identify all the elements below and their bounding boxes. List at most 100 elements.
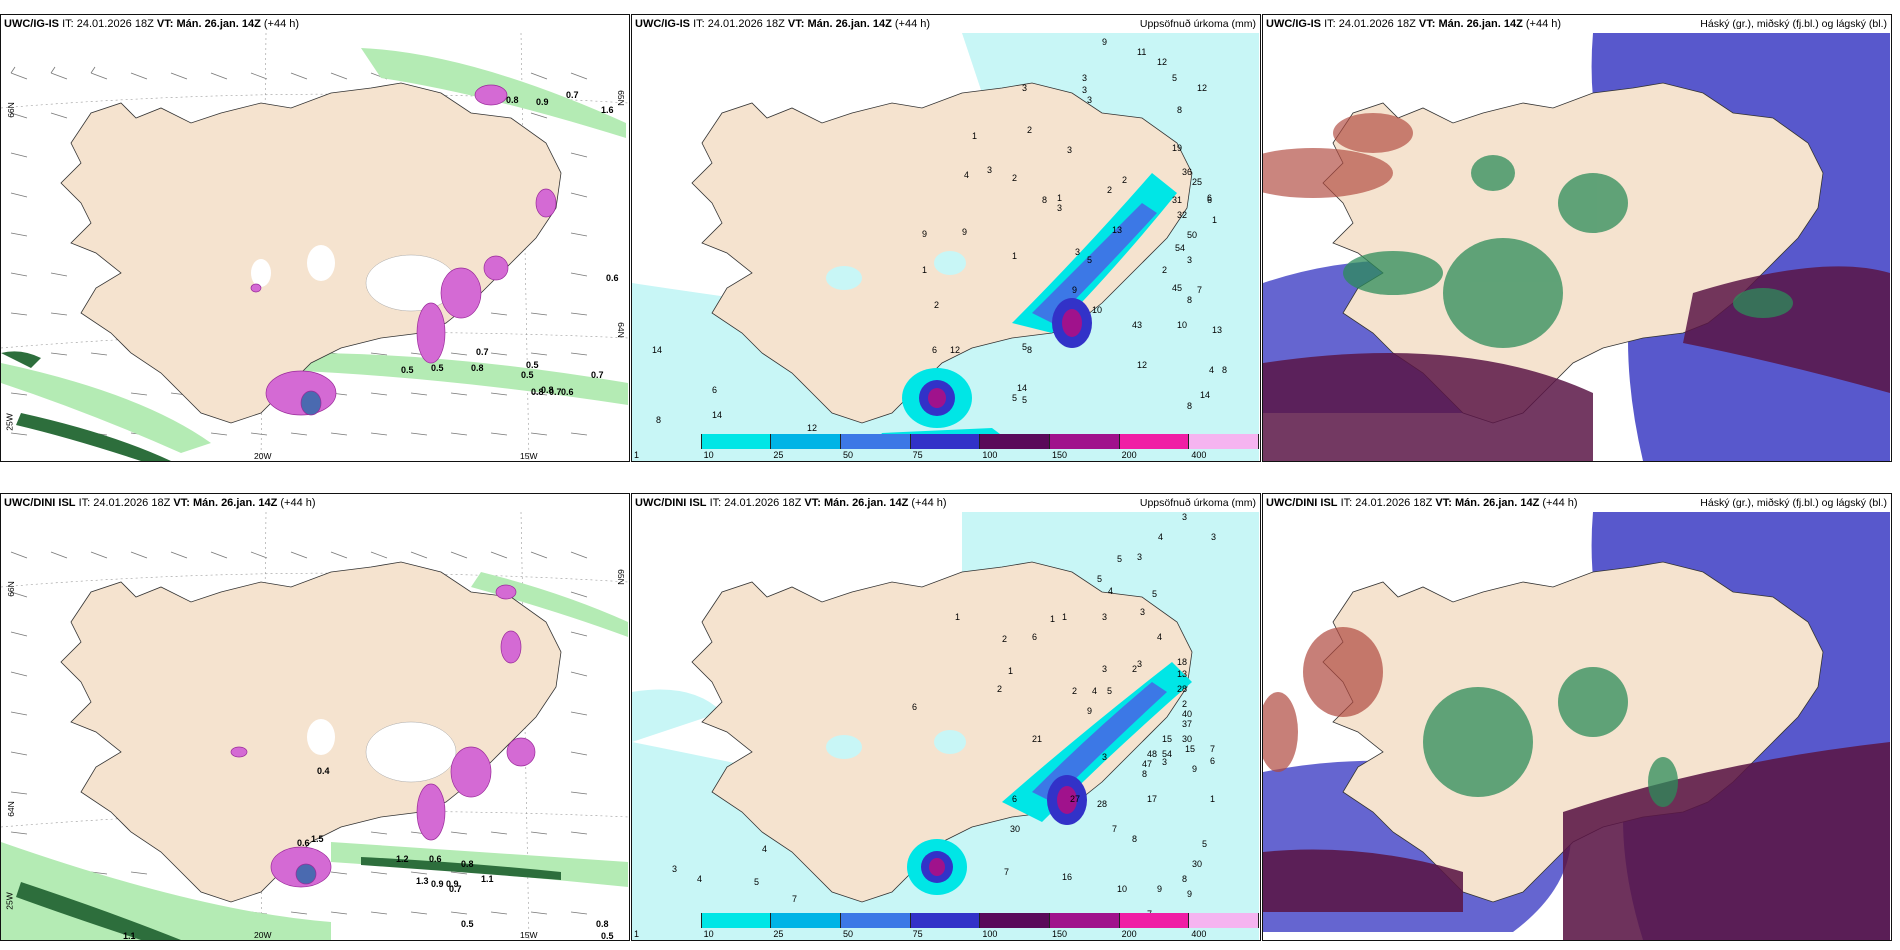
map-value-label: 0.9 [431, 879, 444, 889]
panel-title: Háský (gr.), miðský (fj.bl.) og lágský (… [1700, 497, 1887, 509]
map-value-label: 2 [1162, 265, 1168, 275]
model-name: UWC/DINI ISL [4, 497, 76, 509]
map-value-label: 1.5 [311, 834, 324, 844]
map-value-label: 45 [1172, 283, 1183, 293]
map-value-label: 1 [1050, 614, 1056, 624]
map-value-label: 8 [1187, 401, 1193, 411]
legend-swatch [632, 913, 702, 928]
map-value-label: 0.5 [601, 931, 614, 941]
legend-tick: 10 [703, 929, 714, 939]
map-value-label: 1 [955, 612, 961, 622]
map-value-label: 28 [1177, 684, 1188, 694]
map-value-label: 1.3 [416, 876, 429, 886]
vt-value: Mán. 26.jan. 14Z [192, 497, 278, 509]
legend-tick: 25 [773, 929, 784, 939]
legend-swatch [910, 913, 981, 928]
vt-value: Mán. 26.jan. 14Z [1438, 18, 1523, 30]
map-value-label: 43 [1132, 320, 1143, 330]
map-value-label: 0.4 [317, 766, 330, 776]
vt-value: Mán. 26.jan. 14Z [176, 18, 261, 30]
cloud-map [1263, 33, 1890, 461]
map-value-label: 7 [1210, 744, 1216, 754]
it-label: IT: [1324, 18, 1336, 30]
vt-value: Mán. 26.jan. 14Z [1454, 497, 1540, 509]
map-value-label: 17 [1147, 794, 1158, 804]
map-value-label: 8 [1182, 874, 1188, 884]
map-value-label: 9 [1087, 706, 1093, 716]
precip-map [632, 512, 1259, 940]
map-value-label: 3 [1087, 95, 1093, 105]
legend-swatch [701, 434, 772, 449]
map-value-label: 3 [1137, 659, 1143, 669]
map-value-label: 4 [1158, 532, 1164, 542]
map-value-label: 3 [1082, 85, 1088, 95]
map-value-label: 4 [1209, 365, 1215, 375]
map-value-label: 8 [1042, 195, 1048, 205]
it-value: 24.01.2026 18Z [724, 497, 802, 509]
model-name: UWC/IG-IS [635, 18, 690, 30]
map-value-label: 0.7 [566, 90, 579, 100]
lat-label-25w: 25W [4, 413, 15, 431]
lead-time: (+44 h) [263, 18, 300, 30]
panel-header: UWC/DINI ISL IT: 24.01.2026 18Z VT: Mán.… [632, 494, 1260, 512]
map-value-label: 0.8 [461, 859, 474, 869]
model-name: UWC/DINI ISL [1266, 497, 1338, 509]
lat-label-65n: 65N [615, 90, 626, 106]
map-value-label: 2 [1027, 125, 1033, 135]
map-value-label: 13 [1177, 669, 1188, 679]
map-value-label: 0.5 [526, 360, 539, 370]
map-value-label: 14 [712, 410, 723, 420]
map-value-label: 9 [1102, 37, 1108, 47]
panel-wind-bottom: UWC/DINI ISL IT: 24.01.2026 18Z VT: Mán.… [0, 493, 630, 941]
map-value-label: 10 [1117, 884, 1128, 894]
map-value-label: 3 [1102, 612, 1108, 622]
map-value-label: 2 [1072, 686, 1078, 696]
legend-tick: 1 [634, 450, 640, 460]
vt-label: VT: [804, 497, 821, 509]
map-value-label: 4 [1092, 686, 1098, 696]
lon-label-15w: 15W [520, 930, 538, 940]
map-value-label: 1 [922, 265, 928, 275]
it-value: 24.01.2026 18Z [707, 18, 785, 30]
map-value-label: 5 [1022, 395, 1028, 405]
map-value-label: 5 [1172, 73, 1178, 83]
map-value-label: 4 [964, 170, 970, 180]
map-value-label: 1 [1062, 612, 1068, 622]
map-value-label: 2 [1002, 634, 1008, 644]
map-value-label: 11 [1137, 47, 1147, 57]
map-value-label: 3 [1140, 607, 1146, 617]
it-value: 24.01.2026 18Z [1355, 497, 1433, 509]
map-value-label: 25 [1192, 177, 1203, 187]
map-value-label: 12 [1137, 360, 1148, 370]
legend-tick: 100 [982, 450, 998, 460]
panel-wind-top: UWC/IG-IS IT: 24.01.2026 18Z VT: Mán. 26… [0, 14, 630, 462]
map-value-label: 0.5 [521, 370, 534, 380]
map-value-label: 54 [1175, 243, 1186, 253]
panel-cloud-top: UWC/IG-IS IT: 24.01.2026 18Z VT: Mán. 26… [1262, 14, 1892, 462]
map-value-label: 8 [1187, 295, 1193, 305]
map-value-label: 0.6 [561, 387, 574, 397]
it-label: IT: [62, 18, 74, 30]
vt-label: VT: [173, 497, 190, 509]
legend-tick: 200 [1121, 929, 1137, 939]
map-value-label: 7 [792, 894, 798, 904]
map-value-label: 40 [1182, 709, 1193, 719]
map-value-label: 0.8 [541, 385, 554, 395]
legend-tick: 75 [912, 929, 923, 939]
map-value-label: 12 [950, 345, 961, 355]
map-value-label: 6 [1012, 794, 1018, 804]
map-value-label: 5 [1097, 574, 1103, 584]
map-value-label: 9 [922, 229, 928, 239]
map-value-label: 2 [1182, 699, 1188, 709]
map-value-label: 16 [1062, 872, 1073, 882]
map-value-label: 9 [962, 227, 968, 237]
panel-header: UWC/DINI ISL IT: 24.01.2026 18Z VT: Mán.… [1, 494, 629, 512]
map-value-label: 8 [1027, 345, 1033, 355]
map-value-label: 21 [1032, 734, 1043, 744]
map-value-label: 4 [1157, 632, 1163, 642]
map-value-label: 0.8 [596, 919, 609, 929]
map-value-label: 5 [1117, 554, 1123, 564]
map-value-label: 0.6 [297, 838, 310, 848]
map-value-label: 0.9 [446, 879, 459, 889]
map-value-label: 13 [1212, 325, 1223, 335]
